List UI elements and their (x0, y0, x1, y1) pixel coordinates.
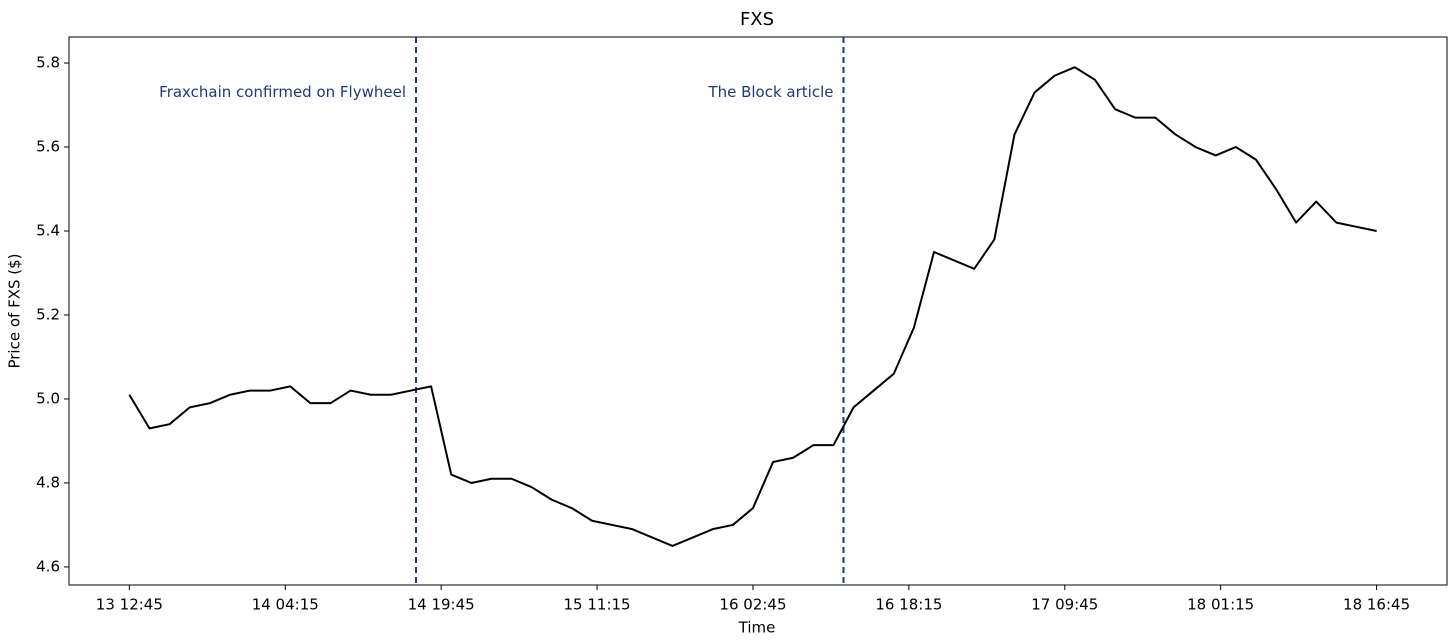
y-tick-label: 5.8 (36, 54, 60, 72)
x-tick-label: 15 11:15 (564, 596, 631, 614)
y-tick-label: 4.6 (36, 557, 60, 575)
y-tick-label: 5.6 (36, 138, 60, 156)
y-tick-label: 5.2 (36, 305, 60, 323)
x-tick-label: 16 02:45 (719, 596, 786, 614)
x-tick-label: 14 19:45 (408, 596, 475, 614)
y-tick-label: 5.0 (36, 389, 60, 407)
chart-title: FXS (740, 9, 774, 30)
y-tick-label: 5.4 (36, 222, 60, 240)
plot-frame (68, 36, 1448, 586)
x-tick-label: 17 09:45 (1031, 596, 1098, 614)
x-tick-label: 14 04:15 (252, 596, 319, 614)
x-tick-label: 18 01:15 (1187, 596, 1254, 614)
event-label: The Block article (707, 83, 833, 101)
price-line (128, 66, 1377, 547)
y-tick-label: 4.8 (36, 473, 60, 491)
x-tick-label: 16 18:15 (875, 596, 942, 614)
y-axis-label: Price of FXS ($) (6, 253, 24, 368)
x-tick-label: 13 12:45 (96, 596, 163, 614)
event-label: Fraxchain confirmed on Flywheel (159, 83, 406, 101)
x-axis-label: Time (738, 619, 776, 637)
x-tick-label: 18 16:45 (1343, 596, 1410, 614)
